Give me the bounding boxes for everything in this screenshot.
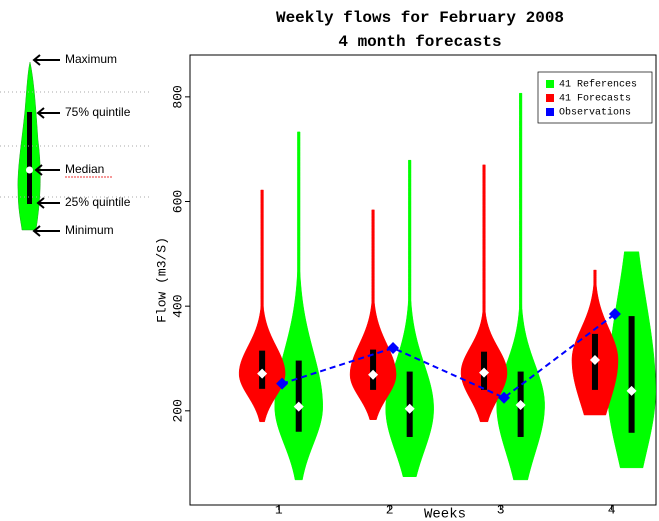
violin-median <box>515 400 526 411</box>
plot-frame <box>189 54 657 506</box>
violin-box <box>295 360 302 432</box>
violin-body <box>385 159 434 477</box>
key-arrows <box>32 54 60 237</box>
violin-median <box>589 355 600 366</box>
x-tick-label: 4 <box>608 502 616 517</box>
key-label: Median <box>65 162 104 176</box>
violin-median <box>479 367 490 378</box>
observation-marker <box>387 342 400 355</box>
observation-line <box>281 313 616 399</box>
y-tick-label: 600 <box>170 190 185 213</box>
violin-body <box>274 131 323 481</box>
y-tick-label: 400 <box>170 294 185 317</box>
violin-median <box>368 369 379 380</box>
chart-subtitle: 4 month forecasts <box>338 33 501 51</box>
key-box <box>27 112 32 204</box>
key-label: 75% quintile <box>65 105 131 119</box>
x-tick-label: 2 <box>386 502 394 517</box>
legend-box <box>537 71 653 124</box>
key-median <box>26 166 33 174</box>
observation-marker <box>497 391 510 404</box>
x-axis-label: Weeks <box>424 507 466 521</box>
observation-marker <box>608 308 621 321</box>
violin-median <box>293 401 304 412</box>
violin-median <box>404 403 415 414</box>
x-tick-label: 3 <box>497 502 505 517</box>
y-axis-label: Flow (m3/S) <box>154 237 169 323</box>
legend-swatch <box>546 80 554 88</box>
legend-swatch <box>546 94 554 102</box>
key-guides <box>0 91 150 198</box>
violin-body <box>238 189 286 423</box>
key-label: 25% quintile <box>65 195 131 209</box>
y-tick-label: 200 <box>170 399 185 422</box>
violin-key: Maximum 75% quintile Median 25% quintile… <box>0 52 150 237</box>
key-label: Minimum <box>65 223 114 237</box>
key-label: Maximum <box>65 52 117 66</box>
chart-title: Weekly flows for February 2008 <box>276 9 564 27</box>
violin-body <box>460 164 508 423</box>
legend-swatch <box>546 108 554 116</box>
violin-body <box>349 209 397 420</box>
violin-median <box>257 368 268 379</box>
legend-label: 41 Forecasts <box>559 94 631 105</box>
x-tick-label: 1 <box>275 502 283 517</box>
violin-box <box>628 316 635 433</box>
observation-marker <box>276 377 289 390</box>
violin-body <box>496 92 545 481</box>
violin-median <box>626 385 637 396</box>
y-tick-label: 800 <box>170 85 185 108</box>
legend-label: Observations <box>559 107 631 119</box>
legend-label: 41 References <box>559 79 637 91</box>
